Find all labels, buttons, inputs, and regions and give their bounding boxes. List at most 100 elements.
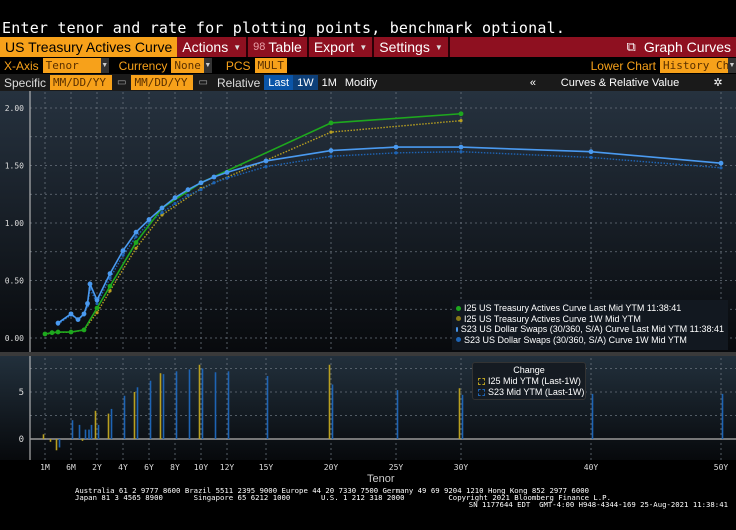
change-bar (188, 369, 191, 439)
upper-legend: I25 US Treasury Actives Curve Last Mid Y… (452, 300, 728, 350)
x-axis-title: Tenor (367, 473, 395, 485)
currency-select[interactable]: None (171, 58, 204, 73)
legend-item[interactable]: S23 US Dollar Swaps (30/360, S/A) Curve … (456, 324, 724, 335)
date1-input[interactable]: MM/DD/YY (50, 75, 113, 90)
panel-divider[interactable] (0, 352, 736, 356)
x-tick-label: 15Y (258, 463, 274, 472)
actions-menu[interactable]: Actions ▼ (177, 37, 249, 57)
data-point (459, 119, 463, 123)
legend-item[interactable]: I25 Mid YTM (Last-1W) (473, 376, 585, 387)
data-point (459, 150, 463, 154)
x-tick-label: 50Y (713, 463, 729, 472)
dropdown-icon[interactable]: ▼ (728, 58, 736, 73)
data-point (211, 174, 217, 180)
legend-item[interactable]: S23 US Dollar Swaps (30/360, S/A) Curve … (456, 335, 724, 346)
graph-curves-button[interactable]: ⧉ Graph Curves (622, 37, 736, 57)
change-bar (721, 393, 724, 439)
data-point (393, 144, 399, 150)
y-tick-label: 1.00 (5, 219, 24, 228)
change-bar (214, 372, 217, 439)
data-point (328, 148, 334, 153)
footer-line: SN 1177644 EDT GMT-4:00 H948-4344-169 25… (468, 500, 728, 509)
data-point (185, 187, 191, 193)
footer-line: Japan 81 3 4565 8900 Singapore 65 6212 1… (75, 493, 611, 502)
data-point (121, 253, 125, 257)
legend-item[interactable]: I25 US Treasury Actives Curve 1W Mid YTM (456, 314, 724, 325)
calendar-icon[interactable]: ▭ (117, 77, 127, 88)
legend-label: I25 US Treasury Actives Curve 1W Mid YTM (464, 313, 641, 324)
data-point (224, 170, 230, 175)
change-bar (175, 371, 178, 439)
change-bar (88, 429, 90, 439)
x-tick-label: 6M (66, 463, 76, 472)
date2-input[interactable]: MM/DD/YY (131, 75, 194, 90)
data-point (394, 151, 398, 155)
data-point (589, 155, 593, 160)
legend-item[interactable]: I25 US Treasury Actives Curve Last Mid Y… (456, 303, 724, 314)
change-bar (71, 420, 74, 439)
legend-label: S23 US Dollar Swaps (30/360, S/A) Curve … (460, 324, 724, 334)
data-point (264, 165, 268, 169)
data-point (133, 240, 139, 245)
change-bar (136, 387, 139, 439)
curves-relative-value-label[interactable]: Curves & Relative Value (560, 76, 680, 89)
data-point (329, 130, 333, 134)
legend-label: S23 Mid YTM (Last-1W) (488, 387, 585, 397)
calendar-icon[interactable]: ▭ (198, 77, 208, 88)
modify-button[interactable]: Modify (344, 76, 378, 89)
change-bar (81, 439, 84, 441)
data-point (146, 217, 152, 222)
change-bar (458, 388, 461, 439)
series-line (57, 150, 722, 325)
data-point (120, 248, 126, 254)
data-point (134, 246, 138, 250)
change-bar (84, 429, 87, 439)
data-point (718, 160, 724, 166)
data-point (107, 271, 113, 276)
change-bar (198, 364, 201, 439)
dropdown-icon[interactable]: ▼ (100, 58, 109, 73)
y-tick-label: 1.50 (5, 162, 24, 171)
main-toolbar: US Treasury Actives Curve Actions ▼ 98 Tab… (0, 37, 736, 57)
data-point (94, 297, 100, 303)
blue-square-icon (478, 389, 485, 396)
curve-title-field[interactable]: US Treasury Actives Curve (0, 37, 178, 57)
lower-plot-area (0, 356, 736, 460)
change-bar (331, 384, 334, 439)
change-bar (90, 424, 93, 439)
settings-menu[interactable]: Settings ▼ (374, 37, 450, 57)
caret-down-icon: ▼ (233, 42, 242, 52)
change-bar (591, 393, 594, 439)
data-point (263, 158, 269, 164)
table-button[interactable]: 98 Table (248, 37, 309, 57)
external-link-icon: ⧉ (626, 39, 636, 54)
x-tick-label: 6Y (144, 463, 154, 472)
data-point (458, 144, 464, 150)
legend-item[interactable]: S23 Mid YTM (Last-1W) (473, 387, 585, 398)
settings-label: Settings (379, 39, 430, 55)
export-menu[interactable]: Export ▼ (309, 37, 375, 57)
y-tick-label: 0 (19, 435, 24, 445)
collapse-button[interactable]: « (529, 76, 536, 89)
y-tick-label: 5 (19, 388, 24, 398)
change-bar (149, 380, 152, 439)
1w-button[interactable]: 1W (293, 75, 318, 90)
gear-icon[interactable]: ✲ (713, 77, 723, 89)
data-point (55, 320, 61, 326)
xaxis-select[interactable]: Tenor (42, 58, 101, 73)
x-tick-label: 8Y (170, 463, 180, 472)
data-point (42, 331, 48, 337)
lower-chart-select[interactable]: History Chart (660, 58, 736, 73)
change-bar (123, 395, 126, 439)
x-tick-label: 4Y (118, 463, 128, 472)
pcs-field[interactable]: MULT (254, 58, 288, 73)
change-bar (396, 390, 399, 439)
dropdown-icon[interactable]: ▼ (203, 58, 212, 73)
data-point (173, 201, 177, 206)
last-button[interactable]: Last (264, 75, 294, 90)
currency-label: Currency (118, 58, 168, 73)
1m-button[interactable]: 1M (321, 76, 337, 89)
options-row: X-Axis Tenor ▼ Currency None ▼ PCS MULT Lo… (0, 57, 736, 74)
change-bar (227, 371, 230, 439)
data-point (81, 311, 87, 317)
